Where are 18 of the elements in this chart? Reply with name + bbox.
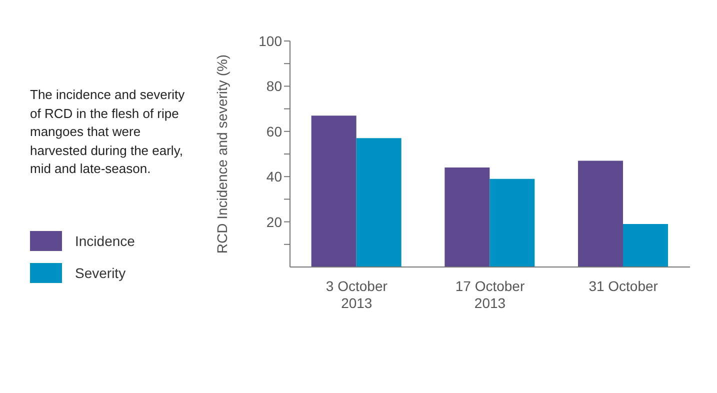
bar	[356, 138, 402, 267]
y-tick-label: 60	[266, 123, 282, 140]
bar	[623, 224, 668, 267]
y-tick-label: 80	[266, 78, 282, 94]
x-tick-label: 31 October	[588, 278, 658, 294]
x-tick-label: 17 October 2013	[455, 278, 525, 311]
bar	[311, 116, 356, 267]
y-tick-label: 40	[266, 168, 282, 185]
legend-label: Incidence	[75, 233, 135, 249]
x-tick-label: 3 October 2013	[326, 278, 388, 311]
y-axis-title: RCD Incidence and severity (%)	[214, 54, 230, 254]
y-tick-label: 100	[258, 32, 282, 49]
bar	[578, 160, 623, 267]
text: The incidence and severity of RCD in the flesh of ripe mangoes that were harvested during the early, mid and late-season.	[30, 86, 186, 178]
bar	[444, 168, 490, 267]
bar	[490, 178, 535, 267]
y-tick-label: 20	[266, 214, 282, 230]
legend-label: Severity	[75, 265, 126, 281]
